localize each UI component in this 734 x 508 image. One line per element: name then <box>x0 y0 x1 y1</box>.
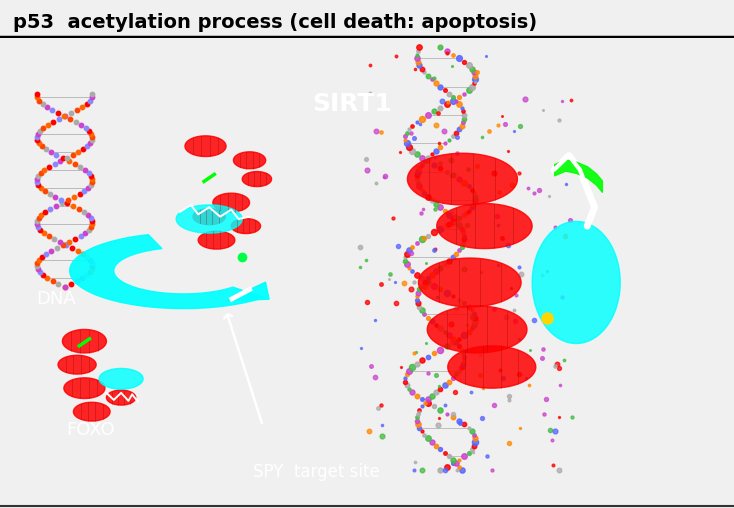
Polygon shape <box>193 209 225 225</box>
Text: FOXO: FOXO <box>66 421 115 439</box>
Polygon shape <box>407 153 517 205</box>
Polygon shape <box>185 136 226 156</box>
Polygon shape <box>62 330 106 353</box>
Polygon shape <box>198 231 235 249</box>
Polygon shape <box>99 368 143 389</box>
Polygon shape <box>233 152 266 169</box>
Polygon shape <box>73 402 110 421</box>
Polygon shape <box>70 235 264 308</box>
Polygon shape <box>176 205 242 233</box>
Polygon shape <box>64 378 105 398</box>
Polygon shape <box>58 355 96 374</box>
Polygon shape <box>448 346 536 388</box>
Polygon shape <box>226 282 269 301</box>
Polygon shape <box>231 218 261 234</box>
Polygon shape <box>437 204 532 248</box>
Polygon shape <box>532 221 620 343</box>
Text: DNA: DNA <box>37 290 76 307</box>
Text: SPY  target site: SPY target site <box>253 463 380 482</box>
Polygon shape <box>213 193 250 212</box>
Polygon shape <box>106 390 136 405</box>
Polygon shape <box>242 172 272 186</box>
Polygon shape <box>427 306 527 353</box>
Polygon shape <box>418 258 521 307</box>
Text: p53  acetylation process (cell death: apoptosis): p53 acetylation process (cell death: apo… <box>13 13 537 31</box>
Text: SIRT1: SIRT1 <box>312 92 392 116</box>
